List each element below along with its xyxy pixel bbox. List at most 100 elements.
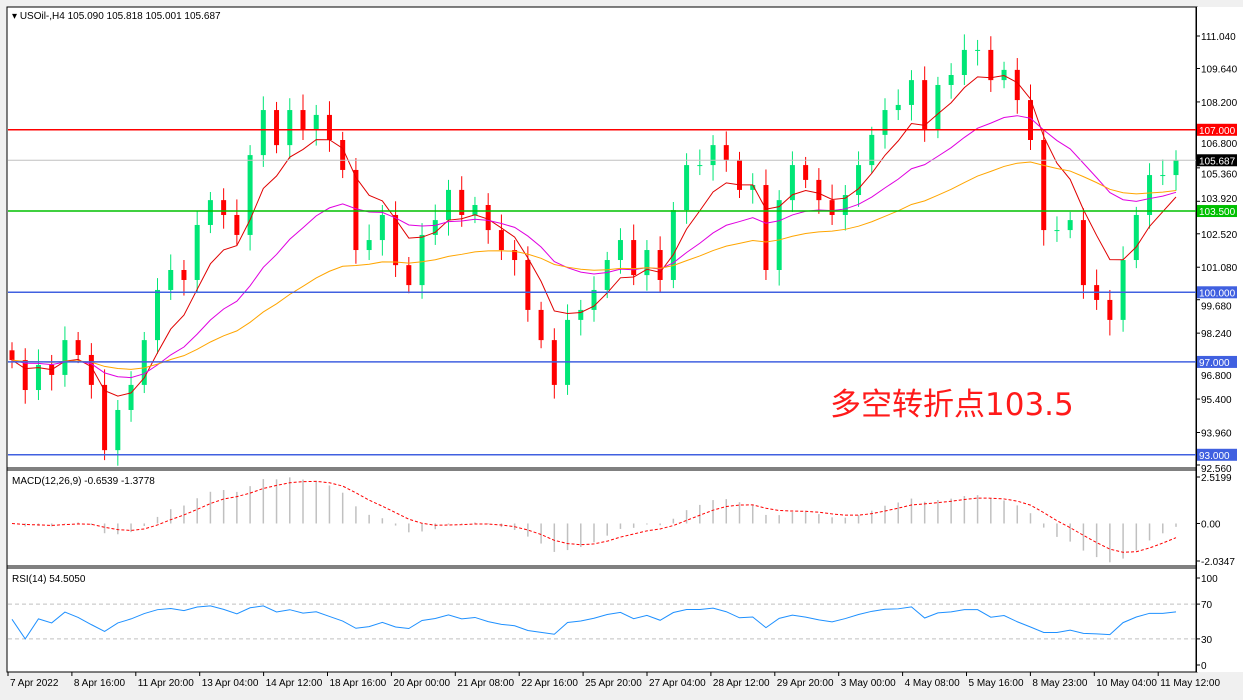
level-label-bg <box>1197 205 1237 218</box>
time-tick-label: 14 Apr 12:00 <box>266 678 323 689</box>
candle-body <box>829 200 835 215</box>
candle-body <box>922 80 928 131</box>
candle-body <box>895 104 901 111</box>
level-label: 107.000 <box>1199 126 1236 137</box>
price-tick-label: 98.240 <box>1201 329 1232 340</box>
candle-body <box>882 110 888 135</box>
time-tick-label: 8 May 23:00 <box>1032 678 1087 689</box>
candle-body <box>498 230 504 251</box>
level-label: 97.000 <box>1199 358 1230 369</box>
price-axis-bg <box>1197 7 1243 672</box>
chart-header: ▾ USOil-,H4 105.090 105.818 105.001 105.… <box>12 11 221 22</box>
time-axis-bg <box>0 673 1243 695</box>
candle-body <box>1054 230 1060 232</box>
symbol-label: USOil-,H4 <box>20 11 65 22</box>
candle-body <box>710 145 716 166</box>
candle-body <box>869 134 875 166</box>
candle-body <box>538 309 544 341</box>
candle-body <box>168 270 174 290</box>
candle-body <box>856 165 862 196</box>
candle-body <box>644 250 650 276</box>
candle-body <box>1133 214 1139 261</box>
level-label: 100.000 <box>1199 288 1236 299</box>
level-label: 103.500 <box>1199 207 1236 218</box>
time-tick-label: 25 Apr 20:00 <box>585 678 642 689</box>
level-label-bg <box>1197 355 1237 368</box>
candle-body <box>300 110 306 131</box>
candle-body <box>789 165 795 201</box>
current-price-label-bg <box>1197 154 1237 167</box>
moving-average-line <box>11 115 1177 379</box>
candle-body <box>750 185 756 190</box>
price-tick-label: 101.080 <box>1201 263 1238 274</box>
candle-body <box>1014 69 1020 101</box>
candle-body <box>670 210 676 280</box>
candle-body <box>287 110 293 146</box>
candle-body <box>1120 260 1126 320</box>
candle-body <box>340 140 346 170</box>
rsi-tick-label: 70 <box>1201 600 1213 611</box>
moving-average-line <box>11 75 1177 397</box>
candle-body <box>816 179 822 201</box>
current-price-label: 105.687 <box>1199 156 1236 167</box>
time-tick-label: 8 Apr 16:00 <box>74 678 126 689</box>
candle-body <box>102 384 108 451</box>
time-tick-label: 10 May 04:00 <box>1096 678 1157 689</box>
time-tick-label: 22 Apr 16:00 <box>521 678 578 689</box>
candle-body <box>1028 100 1033 140</box>
price-tick-label: 92.560 <box>1201 464 1232 475</box>
candle-body <box>565 319 571 385</box>
time-tick-label: 20 Apr 00:00 <box>393 678 450 689</box>
candle-body <box>1001 69 1007 81</box>
level-label-bg <box>1197 123 1237 136</box>
candle-body <box>525 260 531 310</box>
candle-body <box>961 49 967 75</box>
time-tick-label: 29 Apr 20:00 <box>777 678 834 689</box>
price-tick-label: 93.960 <box>1201 429 1232 440</box>
candle-body <box>459 189 465 215</box>
menu-triangle-icon[interactable]: ▾ <box>12 11 20 22</box>
rsi-tick-label: 100 <box>1201 574 1218 585</box>
price-tick-label: 102.520 <box>1201 230 1238 241</box>
rsi-tick-label: 0 <box>1201 661 1207 672</box>
candle-body <box>908 80 914 105</box>
rsi-line <box>11 605 1177 640</box>
candle-body <box>472 205 478 215</box>
candle-body <box>948 75 954 85</box>
annotation-text: 多空转折点103.5 <box>830 387 1074 423</box>
time-tick-label: 18 Apr 16:00 <box>330 678 387 689</box>
candle-body <box>366 240 372 251</box>
candle-body <box>260 110 266 156</box>
time-tick-label: 28 Apr 12:00 <box>713 678 770 689</box>
time-tick-label: 11 May 12:00 <box>1160 678 1220 689</box>
candle-body <box>207 200 213 225</box>
rsi-tick-label: 30 <box>1201 635 1213 646</box>
candle-body <box>975 49 981 51</box>
candle-body <box>379 214 385 241</box>
candle-body <box>247 155 253 235</box>
candle-body <box>326 114 332 140</box>
price-tick-label: 103.920 <box>1201 194 1238 205</box>
candle-body <box>1080 220 1086 286</box>
candle-body <box>221 200 227 215</box>
candle-body <box>763 185 769 270</box>
candle-body <box>234 214 240 235</box>
price-tick-label: 99.680 <box>1201 301 1232 312</box>
candle-body <box>128 384 134 410</box>
candle-body <box>419 234 425 286</box>
macd-signal-line <box>11 480 1177 553</box>
candle-body <box>88 354 94 385</box>
chart-background <box>6 6 1198 673</box>
candle-body <box>1041 140 1047 231</box>
open-value: 105.090 <box>68 11 105 22</box>
price-tick-label: 95.400 <box>1201 395 1232 406</box>
time-tick-label: 13 Apr 04:00 <box>202 678 259 689</box>
candle-body <box>313 114 319 131</box>
candle-body <box>604 260 610 290</box>
candle-body <box>393 214 399 266</box>
candle-body <box>723 145 729 160</box>
candle-body <box>988 49 994 81</box>
candle-body <box>737 159 742 190</box>
candle-body <box>75 340 81 355</box>
